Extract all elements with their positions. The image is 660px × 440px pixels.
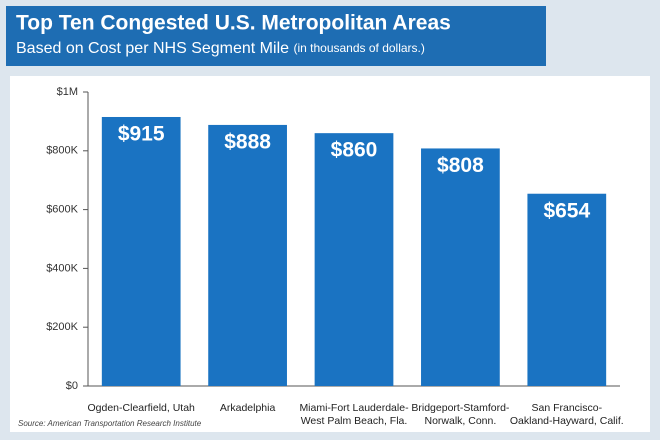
value-label: $915 [118,123,165,146]
y-tick-label: $400K [46,262,78,274]
bar [208,124,287,386]
x-tick-line: West Palm Beach, Fla. [301,415,408,427]
x-tick-line: Bridgeport-Stamford- [411,402,510,414]
x-tick-line: San Francisco- [531,402,602,414]
value-label: $888 [224,130,271,153]
bar [527,193,607,386]
subtitle-main: Based on Cost per NHS Segment Mile [16,40,289,57]
bar [101,116,181,387]
x-tick-line: Arkadelphia [220,402,276,414]
header-bar [6,6,546,66]
y-tick-label: $1M [57,86,78,98]
value-label: $860 [331,139,378,162]
y-tick-label: $200K [46,321,78,333]
value-label: $654 [543,199,590,222]
value-label: $808 [437,154,484,177]
x-tick-label: Arkadelphia [220,402,276,414]
x-tick-line: Miami-Fort Lauderdale- [299,402,409,414]
source-note: Source: American Transportation Research… [18,419,202,428]
x-tick-label: Miami-Fort Lauderdale-West Palm Beach, F… [299,402,409,427]
bar [314,133,394,386]
y-tick-label: $0 [66,380,78,392]
chart-title: Top Ten Congested U.S. Metropolitan Area… [16,12,451,35]
x-tick-label: Ogden-Clearfield, Utah [88,402,196,414]
chart-subtitle: Based on Cost per NHS Segment Mile (in t… [16,40,425,57]
x-tick-line: Ogden-Clearfield, Utah [88,402,196,414]
x-tick-label: San Francisco-Oakland-Hayward, Calif. [510,402,624,427]
x-tick-label: Bridgeport-Stamford-Norwalk, Conn. [411,402,510,427]
x-tick-line: Norwalk, Conn. [425,415,497,427]
subtitle-note: (in thousands of dollars.) [293,41,424,55]
x-tick-line: Oakland-Hayward, Calif. [510,415,624,427]
bar [421,148,500,386]
y-tick-label: $600K [46,204,78,216]
y-tick-label: $800K [46,145,78,157]
